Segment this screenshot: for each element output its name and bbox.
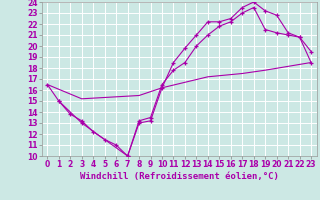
X-axis label: Windchill (Refroidissement éolien,°C): Windchill (Refroidissement éolien,°C) [80, 172, 279, 181]
